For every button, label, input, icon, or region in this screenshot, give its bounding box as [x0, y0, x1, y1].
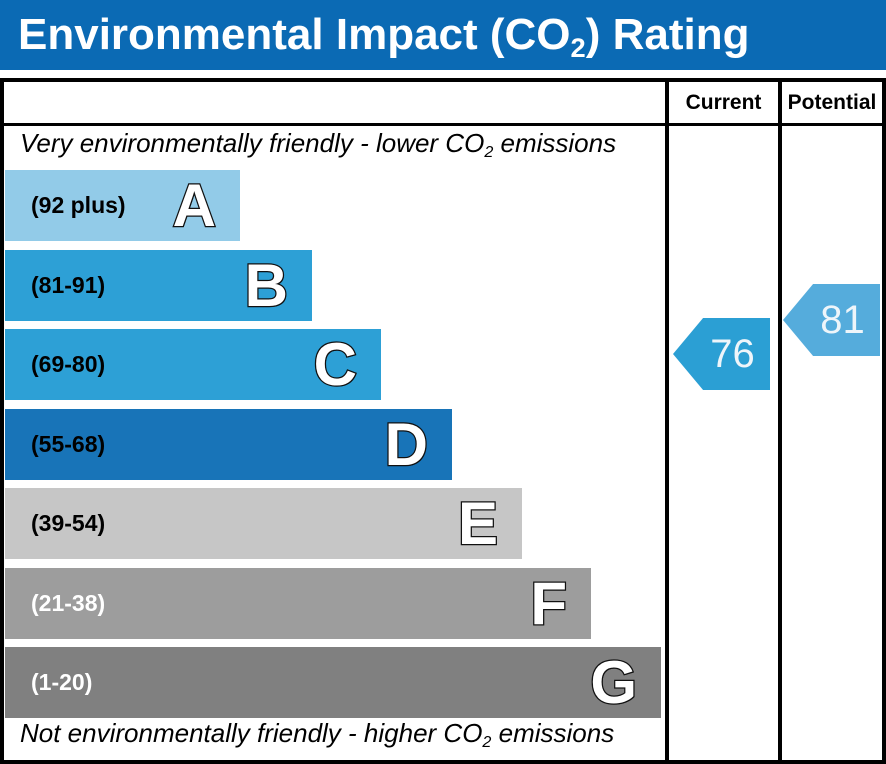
band-row-B: (81-91) B: [5, 250, 312, 321]
band-letter: G: [589, 648, 638, 716]
potential-column-divider: [778, 82, 782, 760]
band-letter: D: [383, 410, 429, 478]
band-range-label: (81-91): [31, 272, 106, 298]
potential-column-header: Potential: [787, 91, 877, 114]
potential-rating-pointer: 81: [783, 284, 880, 356]
current-column-divider: [665, 82, 669, 760]
band-range-label: (69-80): [31, 351, 106, 377]
band-row-F: (21-38) F: [5, 568, 591, 639]
band-range-label: (92 plus): [31, 192, 126, 218]
band-letter: A: [171, 171, 217, 239]
potential-rating-value: 81: [820, 298, 865, 342]
top-note-subscript: 2: [484, 142, 494, 161]
title-bar: Environmental Impact (CO2) Rating: [0, 0, 886, 70]
band-letter: F: [529, 569, 568, 637]
band-letter: B: [243, 251, 289, 319]
header-divider: [4, 123, 882, 126]
band-row-E: (39-54) E: [5, 488, 522, 559]
bottom-note-subscript: 2: [482, 732, 492, 751]
band-letter: C: [312, 330, 358, 398]
current-column-header: Current: [685, 91, 762, 114]
band-range-label: (1-20): [31, 669, 93, 695]
band-row-G: (1-20) G: [5, 647, 661, 718]
band-range-label: (55-68): [31, 431, 106, 457]
band-row-C: (69-80) C: [5, 329, 381, 400]
band-range-label: (39-54): [31, 510, 106, 536]
current-rating-value: 76: [710, 332, 755, 376]
title-subscript: 2: [570, 31, 586, 63]
current-rating-pointer: 76: [673, 318, 770, 390]
bottom-note: Not environmentally friendly - higher CO…: [20, 718, 615, 751]
top-note: Very environmentally friendly - lower CO…: [20, 128, 617, 161]
band-row-A: (92 plus) A: [5, 170, 240, 241]
page-title: Environmental Impact (CO2) Rating: [18, 10, 750, 63]
band-range-label: (21-38): [31, 590, 106, 616]
band-row-D: (55-68) D: [5, 409, 452, 480]
rating-chart-frame: Current Potential Very environmentally f…: [0, 78, 886, 764]
band-letter: E: [457, 489, 500, 557]
